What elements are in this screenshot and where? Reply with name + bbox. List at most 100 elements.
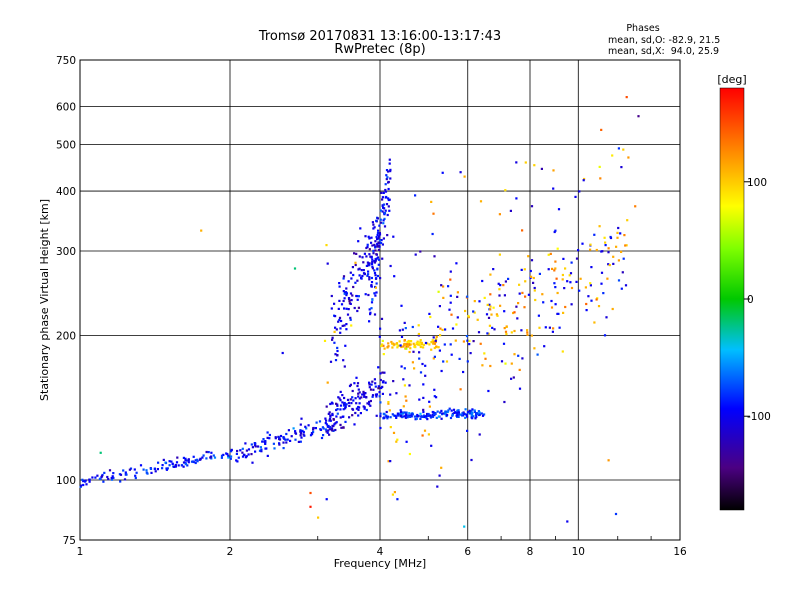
- data-point: [110, 476, 113, 480]
- data-point: [548, 326, 551, 329]
- y-tick-label: 600: [56, 102, 76, 114]
- data-point: [119, 480, 122, 483]
- data-point: [626, 219, 629, 222]
- data-point: [209, 456, 212, 459]
- x-tick-label: 1: [77, 546, 84, 558]
- data-point: [448, 308, 451, 311]
- data-point: [387, 198, 390, 202]
- data-point: [409, 414, 412, 417]
- data-point: [411, 361, 414, 364]
- chart-subtitle: RwPretec (8p): [334, 42, 425, 57]
- y-axis-label: Stationary phase Virtual Height [km]: [38, 199, 51, 401]
- data-point: [517, 302, 520, 305]
- data-point: [405, 345, 408, 348]
- data-point: [427, 414, 430, 417]
- data-point: [349, 302, 352, 305]
- data-point: [266, 436, 269, 439]
- data-point: [261, 440, 264, 443]
- data-point: [403, 367, 406, 370]
- data-point: [323, 339, 327, 342]
- data-point: [381, 385, 384, 388]
- data-point: [578, 190, 581, 193]
- data-point: [616, 236, 619, 239]
- data-point: [376, 217, 379, 220]
- data-point: [600, 282, 603, 285]
- data-point: [478, 411, 481, 414]
- data-point: [299, 440, 302, 443]
- data-point: [201, 456, 204, 459]
- data-point: [463, 413, 466, 416]
- data-point: [413, 367, 416, 370]
- data-point: [575, 280, 578, 283]
- data-point: [400, 335, 404, 338]
- data-point: [599, 177, 602, 180]
- data-point: [526, 329, 529, 332]
- data-point: [387, 180, 390, 184]
- data-point: [312, 427, 315, 430]
- data-point: [378, 233, 382, 236]
- data-point: [622, 148, 625, 151]
- data-point: [389, 177, 392, 180]
- data-point: [345, 292, 348, 295]
- data-point: [464, 408, 467, 411]
- data-point: [370, 383, 373, 386]
- data-point: [260, 450, 263, 453]
- phase-stats-heading: Phases: [626, 23, 659, 34]
- data-point: [364, 235, 367, 238]
- data-point: [162, 458, 165, 461]
- data-point: [349, 316, 352, 319]
- data-point: [382, 222, 385, 225]
- data-point: [552, 169, 555, 172]
- colorbar-label: [deg]: [717, 73, 746, 86]
- data-point: [370, 301, 374, 304]
- data-point: [343, 324, 346, 327]
- data-point: [102, 480, 105, 483]
- data-point: [498, 253, 501, 256]
- colorbar-ticks: 100 0 -100: [744, 177, 771, 423]
- data-point: [492, 268, 495, 271]
- data-point: [339, 331, 342, 334]
- data-point: [177, 464, 180, 467]
- data-point: [344, 407, 347, 410]
- data-point: [363, 407, 366, 410]
- data-point: [241, 451, 244, 454]
- data-point: [489, 293, 492, 296]
- data-point: [563, 287, 566, 290]
- data-point: [333, 341, 336, 344]
- data-point: [432, 357, 435, 360]
- data-point: [504, 330, 508, 333]
- data-point: [210, 451, 213, 454]
- data-point: [258, 449, 262, 452]
- data-point: [503, 294, 506, 297]
- data-point: [300, 436, 303, 439]
- data-point: [382, 203, 386, 206]
- data-point: [133, 468, 136, 471]
- data-point: [503, 327, 506, 330]
- data-point: [447, 285, 450, 288]
- data-point: [373, 271, 377, 275]
- data-point: [425, 416, 428, 419]
- data-point: [369, 404, 372, 407]
- data-point: [498, 288, 501, 291]
- data-point: [134, 474, 137, 477]
- data-point: [318, 420, 322, 423]
- data-point: [91, 476, 94, 479]
- data-point: [451, 413, 454, 416]
- data-point: [331, 424, 334, 427]
- data-point: [125, 473, 128, 476]
- data-point: [606, 277, 609, 280]
- data-point: [347, 280, 350, 283]
- data-point: [265, 447, 268, 450]
- scatter-points: [79, 96, 640, 528]
- data-point: [362, 390, 365, 393]
- data-point: [334, 326, 337, 329]
- y-tick-label: 100: [56, 475, 76, 487]
- data-point: [391, 346, 394, 349]
- data-point: [509, 209, 512, 212]
- data-point: [413, 415, 416, 418]
- data-point: [439, 327, 442, 330]
- data-point: [336, 346, 339, 349]
- data-point: [512, 376, 515, 379]
- data-point: [374, 258, 377, 261]
- data-point: [487, 316, 491, 319]
